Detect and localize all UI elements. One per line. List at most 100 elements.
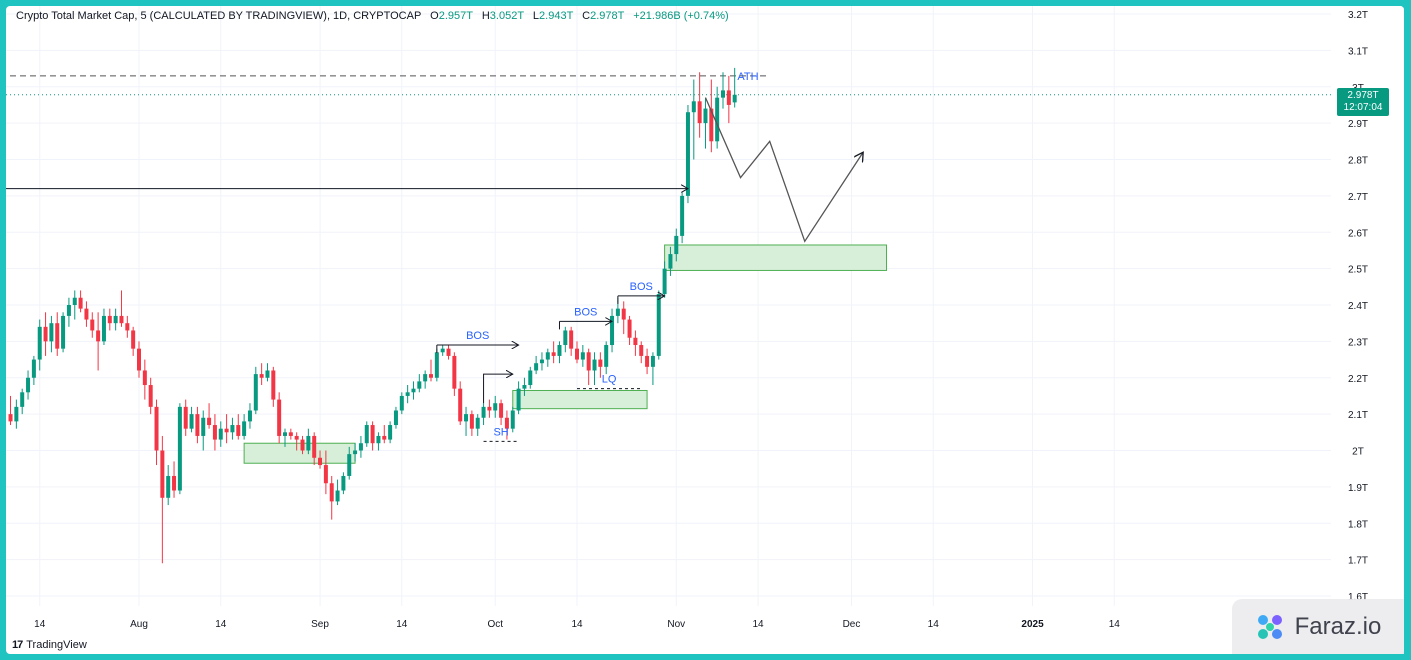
candle-body (148, 385, 153, 407)
candle-body (522, 385, 527, 389)
candle (388, 421, 393, 444)
candle (306, 428, 311, 455)
candle (604, 341, 609, 375)
candle (224, 414, 229, 444)
annotations: BOSBOSBOSBOSSHLQ (6, 183, 688, 442)
candle-body (575, 348, 579, 360)
bar-countdown: 12:07:04 (1343, 102, 1383, 113)
candle (627, 315, 632, 346)
candle (592, 352, 597, 386)
price-chart[interactable]: ATH BOSBOSBOSBOSSHLQ 1.6T1.7T1.8T1.9T2T2… (6, 6, 1404, 654)
y-tick-label: 2.5T (1348, 265, 1368, 276)
candle-body (586, 352, 591, 371)
demand-zones (243, 244, 888, 464)
candle (236, 414, 241, 440)
symbol-title[interactable]: Crypto Total Market Cap, 5 (CALCULATED B… (16, 10, 422, 22)
candle (20, 388, 25, 415)
demand-zone (664, 244, 888, 271)
candle-body (446, 348, 451, 356)
candle (300, 435, 305, 455)
candle (469, 410, 474, 436)
candle (376, 432, 381, 451)
candle-body (580, 352, 585, 360)
candle-body (8, 414, 13, 422)
x-tick-label: Dec (843, 619, 861, 630)
candle-body (306, 435, 311, 451)
symbol-header: Crypto Total Market Cap, 5 (CALCULATED B… (16, 10, 729, 22)
open-value: 2.957T (438, 10, 473, 22)
candle (177, 403, 182, 495)
candle-body (411, 388, 416, 393)
candle (271, 366, 276, 407)
candle-body (224, 428, 229, 433)
x-tick-label: 14 (752, 619, 764, 630)
candle (499, 399, 504, 426)
candle (160, 435, 165, 564)
candle (265, 363, 270, 382)
candle (283, 428, 287, 447)
candle-body (370, 425, 375, 444)
candle (31, 355, 36, 386)
y-tick-label: 2.4T (1348, 301, 1368, 312)
candle (101, 308, 106, 346)
bos-label: BOS (630, 281, 653, 293)
candle (288, 428, 293, 440)
bos-label: BOS (466, 330, 489, 342)
candle (242, 414, 247, 440)
candle (323, 450, 328, 495)
candle-body (615, 308, 620, 316)
candle (14, 399, 19, 429)
candle (703, 97, 708, 149)
candle (516, 381, 521, 415)
candle-body (347, 454, 352, 476)
bos-label: BOS (574, 306, 597, 318)
candle-body (674, 235, 679, 255)
candle (434, 348, 439, 382)
candle (475, 414, 480, 436)
candle-body (405, 392, 410, 396)
x-tick-label: Nov (667, 619, 685, 630)
candle (545, 348, 550, 367)
candle (230, 417, 235, 440)
candle-body (283, 432, 287, 436)
y-tick-label: 2.6T (1348, 228, 1368, 239)
candle-body (236, 425, 241, 436)
x-tick-label: 14 (928, 619, 940, 630)
chart-frame: ATH BOSBOSBOSBOSSHLQ 1.6T1.7T1.8T1.9T2T2… (6, 6, 1404, 654)
candle-body (621, 308, 626, 320)
candle (382, 425, 387, 444)
candle-body (154, 406, 159, 451)
candle-body (469, 414, 474, 429)
candle-body (610, 315, 615, 346)
candle (452, 352, 457, 396)
candle-body (242, 421, 247, 436)
candle (329, 475, 334, 520)
candle (370, 421, 375, 451)
candle (650, 352, 655, 386)
candle-body (90, 319, 95, 331)
tradingview-logo[interactable]: 17 TradingView (12, 639, 87, 651)
candle-body (195, 414, 200, 436)
candle (166, 465, 171, 506)
candle (154, 399, 159, 466)
change-value: +21.986B (+0.74%) (633, 10, 729, 22)
candle (534, 355, 539, 375)
candle-body (434, 352, 439, 378)
candle-body (277, 399, 282, 436)
candle-body (55, 323, 60, 349)
candle-body (528, 370, 533, 386)
candle-body (534, 363, 539, 371)
candle-body (207, 417, 212, 426)
candle-body (142, 370, 147, 386)
candle-body (399, 395, 404, 411)
candle (440, 345, 445, 356)
candle-body (61, 315, 66, 349)
candle-body (230, 425, 235, 433)
candle (598, 352, 603, 378)
x-tick-label: Oct (487, 619, 503, 630)
candle (715, 86, 720, 149)
candle-body (247, 410, 252, 422)
candle (96, 312, 101, 371)
candle-body (423, 374, 428, 382)
candle (446, 345, 451, 360)
